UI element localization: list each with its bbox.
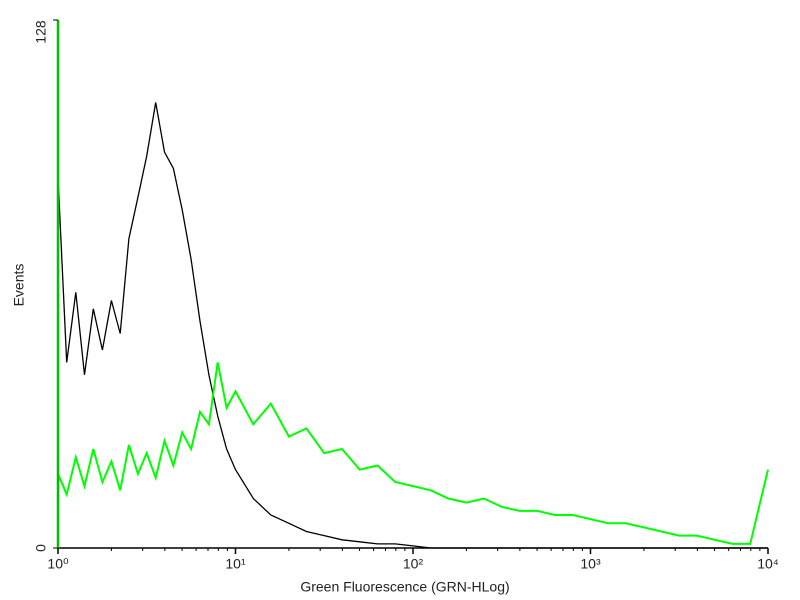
x-tick-label: 10⁰ <box>47 556 69 572</box>
y-tick-label: 0 <box>33 544 49 552</box>
histogram-line <box>57 102 768 549</box>
x-tick-label: 10³ <box>580 556 601 572</box>
histogram-line <box>57 362 769 545</box>
x-tick-label: 10⁴ <box>757 556 779 572</box>
x-axis-label: Green Fluorescence (GRN-HLog) <box>300 579 509 595</box>
y-axis-label: Events <box>11 264 27 307</box>
y-tick-label: 128 <box>33 20 49 44</box>
x-tick-label: 10² <box>403 556 424 572</box>
x-tick-label: 10¹ <box>225 556 246 572</box>
